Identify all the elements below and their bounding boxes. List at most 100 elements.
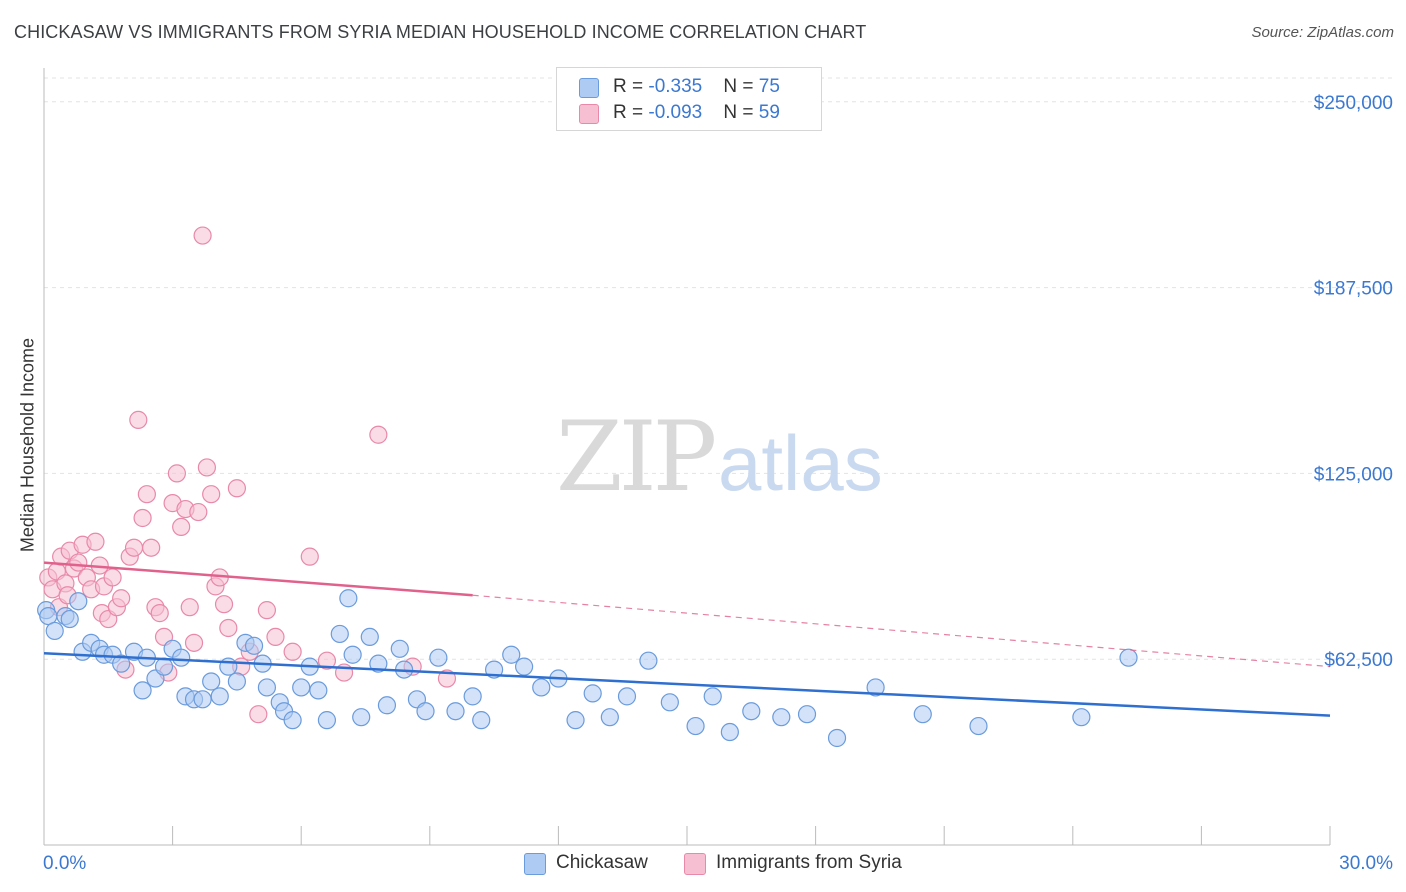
chickasaw-point	[463, 687, 482, 706]
chickasaw-point	[292, 678, 311, 697]
syria-point	[193, 226, 212, 245]
chickasaw-point	[515, 657, 534, 676]
chickasaw-point	[369, 654, 388, 673]
syria-point	[86, 532, 105, 551]
syria-point	[249, 705, 268, 724]
chickasaw-point	[283, 711, 302, 730]
syria-point	[437, 669, 457, 688]
syria-point	[266, 627, 285, 646]
n-label: N =	[723, 76, 759, 97]
y-tick-label: $250,000	[1314, 93, 1393, 114]
legend-label-syria: Immigrants from Syria	[716, 852, 902, 873]
chickasaw-point	[343, 645, 362, 664]
syria-point	[369, 425, 388, 444]
syria-point	[300, 547, 319, 566]
chickasaw-point	[210, 687, 229, 706]
chickasaw-point	[446, 702, 465, 721]
chickasaw-point	[202, 672, 221, 691]
chickasaw-trend-line	[43, 652, 1331, 717]
syria-point	[197, 458, 216, 477]
syria-point	[129, 410, 148, 429]
watermark-atlas: atlas	[718, 419, 883, 507]
chickasaw-point	[244, 636, 264, 655]
syria-trend-line	[43, 561, 473, 597]
syria-point	[283, 642, 302, 661]
source-credit: Source: ZipAtlas.com	[1251, 24, 1394, 41]
chickasaw-point	[532, 678, 551, 697]
correlation-legend: R = -0.335 N = 75 R = -0.093 N = 59	[556, 67, 822, 131]
watermark-zip: ZIP	[556, 401, 715, 513]
chickasaw-point	[257, 678, 277, 697]
chickasaw-point	[416, 702, 435, 721]
chickasaw-point	[309, 681, 328, 700]
r-value: -0.093	[648, 102, 703, 123]
n-label: N =	[723, 102, 759, 123]
chickasaw-point	[317, 711, 337, 730]
syria-point	[124, 538, 144, 557]
syria-point	[112, 589, 131, 608]
chickasaw-points	[37, 589, 1138, 748]
gridlines	[44, 77, 1395, 660]
syria-point	[133, 508, 152, 528]
chickasaw-point	[913, 705, 932, 724]
y-tick-labels: $62,500 $125,000 $187,500 $250,000	[1314, 93, 1393, 671]
chickasaw-swatch	[579, 78, 599, 98]
syria-point	[227, 479, 246, 498]
syria-point	[214, 595, 234, 614]
chickasaw-point	[742, 702, 761, 721]
chickasaw-point	[360, 627, 379, 646]
chickasaw-point	[112, 654, 131, 673]
chickasaw-point	[472, 711, 491, 730]
chickasaw-point	[133, 681, 152, 700]
syria-point	[172, 517, 191, 537]
chickasaw-point	[193, 690, 212, 709]
series-legend: Chickasaw Immigrants from Syria	[0, 852, 1406, 878]
n-value: 75	[758, 76, 780, 97]
n-value: 59	[758, 102, 780, 123]
chickasaw-point	[339, 589, 358, 608]
y-tick-label: $187,500	[1314, 279, 1393, 300]
chickasaw-point	[172, 648, 191, 667]
chart-title: CHICKASAW VS IMMIGRANTS FROM SYRIA MEDIA…	[14, 22, 867, 42]
syria-point	[317, 651, 337, 670]
chickasaw-point	[1072, 708, 1091, 727]
chickasaw-point	[352, 708, 371, 727]
y-tick-label: $125,000	[1314, 464, 1393, 485]
syria-point	[219, 618, 238, 638]
syria-point	[184, 633, 204, 652]
chickasaw-point	[720, 722, 739, 742]
chickasaw-point	[660, 693, 679, 712]
y-tick-label: $62,500	[1324, 650, 1393, 671]
chickasaw-legend-swatch	[524, 853, 546, 875]
chickasaw-point	[639, 651, 658, 670]
chickasaw-point	[227, 672, 246, 691]
y-axis-label: Median Household Income	[17, 337, 38, 553]
chickasaw-point	[502, 645, 521, 664]
x-tick-label-min: 0.0%	[43, 853, 86, 874]
syria-point	[180, 598, 199, 617]
chickasaw-point	[154, 657, 174, 676]
syria-points	[39, 226, 457, 724]
watermark: ZIP atlas	[556, 401, 883, 513]
chickasaw-point	[45, 621, 64, 641]
x-tick-label-max: 30.0%	[1339, 853, 1393, 874]
syria-point	[69, 553, 88, 572]
chickasaw-point	[827, 728, 847, 748]
chickasaw-point	[969, 716, 988, 736]
chickasaw-point	[330, 624, 349, 644]
chickasaw-point	[772, 708, 791, 727]
syria-point	[257, 601, 277, 620]
legend-row-chickasaw-text: R = -0.335 N = 75	[613, 76, 780, 98]
syria-point	[137, 485, 156, 504]
chickasaw-point	[60, 609, 79, 629]
syria-point	[103, 568, 122, 587]
y-axis-label-box: Median Household Income	[16, 300, 40, 590]
syria-point	[142, 538, 161, 557]
chickasaw-point	[583, 684, 602, 703]
chickasaw-point	[69, 592, 88, 611]
chickasaw-point	[390, 639, 409, 658]
chickasaw-point	[703, 687, 722, 706]
syria-point	[150, 604, 169, 623]
chickasaw-point	[617, 687, 637, 706]
